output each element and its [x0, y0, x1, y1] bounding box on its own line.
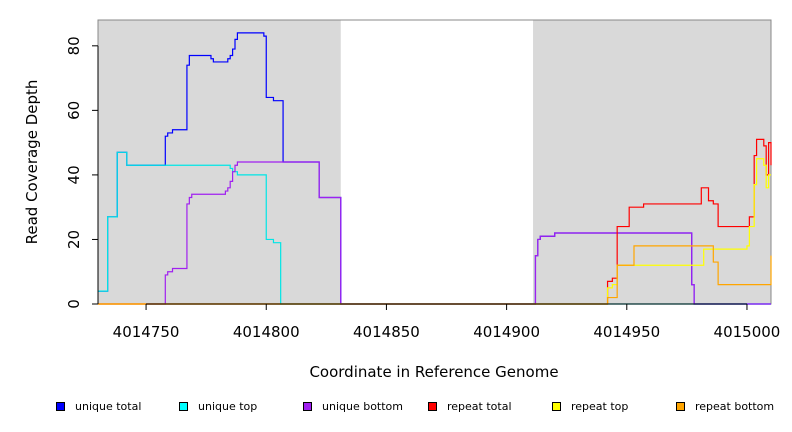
shaded-region-2	[533, 20, 771, 304]
legend-item-repeat-total: repeat total	[428, 400, 512, 413]
series-repeat-bottom	[98, 245, 772, 305]
legend-item-repeat-bottom: repeat bottom	[676, 400, 774, 413]
x-axis-title: Coordinate in Reference Genome	[309, 363, 558, 381]
x-tick-label: 4014800	[233, 323, 300, 341]
legend-label: unique bottom	[322, 400, 404, 413]
legend: unique total unique top unique bottom repea…	[0, 400, 792, 418]
series-repeat-total	[98, 138, 772, 305]
legend-item-unique-top: unique top	[179, 400, 257, 413]
x-tick-label: 4014750	[113, 323, 180, 341]
x-tick-label: 4014850	[353, 323, 420, 341]
legend-label: unique total	[75, 400, 142, 413]
legend-label: repeat total	[447, 400, 512, 413]
legend-item-unique-total: unique total	[56, 400, 141, 413]
legend-label: repeat bottom	[695, 400, 775, 413]
legend-swatch	[56, 402, 65, 411]
legend-swatch	[303, 402, 312, 411]
x-tick-label: 4014900	[473, 323, 540, 341]
y-tick-label: 20	[65, 230, 83, 249]
y-tick-label: 80	[65, 36, 83, 55]
legend-swatch	[428, 402, 437, 411]
legend-label: unique top	[198, 400, 258, 413]
legend-swatch	[676, 402, 685, 411]
y-tick-label: 40	[65, 165, 83, 184]
x-axis: 4014750 4014800 4014850 4014900 4014950 40150…	[113, 303, 781, 341]
legend-swatch	[179, 402, 188, 411]
y-tick-label: 0	[65, 299, 83, 309]
legend-swatch	[552, 402, 561, 411]
x-tick-label: 4015000	[714, 323, 781, 341]
y-axis: 0 20 40 60 80	[65, 36, 99, 309]
legend-item-unique-bottom: unique bottom	[303, 400, 403, 413]
legend-label: repeat top	[571, 400, 629, 413]
series-unique-bottom	[98, 161, 771, 305]
y-tick-label: 60	[65, 101, 83, 120]
x-tick-label: 4014950	[593, 323, 660, 341]
legend-item-repeat-top: repeat top	[552, 400, 628, 413]
y-axis-title: Read Coverage Depth	[23, 80, 41, 245]
shaded-regions	[98, 20, 771, 304]
